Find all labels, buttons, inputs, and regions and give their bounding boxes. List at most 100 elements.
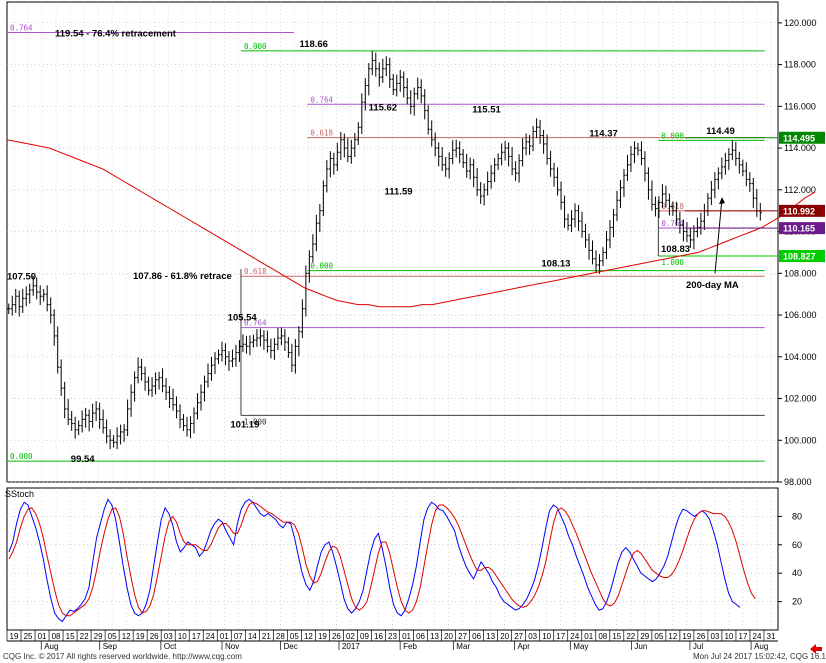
price-tag-label: 110.992 [783,206,815,216]
day-tick-label: 13 [430,632,439,641]
price-tick-label: 108.000 [784,268,817,278]
price-label: 115.62 [369,102,398,113]
month-label: Apr [517,642,530,651]
day-tick-label: 17 [192,632,201,641]
day-tick-label: 29 [94,632,103,641]
month-label: Aug [754,642,768,651]
footer-copyright: CQG Inc. © 2017 All rights reserved worl… [3,652,242,661]
time-axis: 19 25 01 08 15 22 29 05 12 19 26 03 10 17 24 01 07 14 21 28… [6,630,778,651]
day-tick-label: 26 [332,632,341,641]
stoch-tick-label: 60 [792,540,802,550]
day-tick-label: 15 [612,632,621,641]
day-tick-label: 06 [416,632,425,641]
fib-ratio-label: 0.000 [10,452,33,461]
day-tick-label: 31 [767,632,776,641]
stoch-tick-label: 80 [792,511,802,521]
price-tick-label: 104.000 [784,352,817,362]
chart-annotation: 119.54 - 76.4% retracement [55,28,177,39]
day-tick-label: 08 [598,632,607,641]
day-tick-label: 19 [682,632,691,641]
price-tick-label: 112.000 [784,185,816,195]
price-tag-box [779,250,825,263]
price-tick-label: 118.000 [784,60,816,70]
price-tick-label: 116.000 [784,101,816,111]
month-label: Mar [456,642,470,651]
day-tick-label: 22 [80,632,89,641]
price-tag-box [779,131,825,144]
stoch-tick-label: 20 [792,597,802,607]
price-tick-label: 114.000 [784,143,816,153]
price-label: 99.54 [71,454,95,465]
month-label: Dec [283,642,297,651]
stochastic-panel: 80 60 40 20 [6,487,802,631]
price-label: 107.50 [7,272,36,283]
day-tick-label: 20 [500,632,509,641]
day-tick-label: 19 [318,632,327,641]
price-tag-label: 110.165 [783,224,815,234]
day-tick-label: 08 [52,632,61,641]
month-label: Feb [403,642,417,651]
day-tick-label: 27 [514,632,523,641]
day-tick-label: 23 [388,632,397,641]
fib-ratio-label: 0.764 [244,319,267,328]
day-tick-label: 07 [234,632,243,641]
day-tick-label: 24 [570,632,579,641]
price-tick-label: 98.000 [784,477,812,487]
day-tick-label: 13 [486,632,495,641]
day-tick-label: 19 [136,632,145,641]
day-tick-label: 17 [556,632,565,641]
month-label: Aug [44,642,58,651]
day-tick-label: 22 [626,632,635,641]
price-panel: 120.000118.000116.000114.000112.000110.0… [6,1,825,487]
left-arrow-icon[interactable] [810,644,822,654]
month-label: May [573,642,588,651]
price-label: 101.19 [230,419,259,430]
month-label: Jun [634,642,647,651]
day-tick-label: 24 [753,632,762,641]
day-tick-label: 02 [346,632,355,641]
fib-ratio-label: 1.000 [244,417,267,426]
price-tag-label: 108.827 [783,252,816,262]
price-label: 114.37 [589,128,618,139]
chart-annotation: 200-day MA [686,280,739,291]
day-tick-label: 24 [206,632,215,641]
price-tag-box [779,222,825,235]
fib-ratio-label: 0.764 [310,95,333,104]
price-label: 114.49 [706,126,735,137]
price-label: 108.13 [541,259,570,270]
day-tick-label: 01 [38,632,47,641]
stoch-label: SStoch [5,489,34,499]
month-label: Jul [693,642,703,651]
price-tag-label: 114.495 [783,133,815,143]
month-label: 2017 [342,642,360,651]
fib-ratio-label: 0.618 [310,129,333,138]
day-tick-label: 16 [374,632,383,641]
day-tick-label: 05 [290,632,299,641]
price-label: 118.66 [299,39,328,50]
day-tick-label: 05 [654,632,663,641]
day-tick-label: 29 [640,632,649,641]
day-tick-label: 15 [66,632,75,641]
stoch-tick-label: 40 [792,568,802,578]
day-tick-label: 01 [402,632,411,641]
price-tag-box [779,204,825,217]
day-tick-label: 09 [360,632,369,641]
month-label: Nov [225,642,239,651]
day-tick-label: 27 [458,632,467,641]
day-tick-label: 20 [444,632,453,641]
price-label: 108.83 [661,244,690,255]
price-label: 111.59 [385,186,413,197]
fib-ratio-label: 0.764 [10,23,33,32]
day-tick-label: 26 [696,632,705,641]
day-tick-label: 12 [122,632,131,641]
price-tick-label: 102.000 [784,394,817,404]
day-tick-label: 03 [710,632,719,641]
stoch-d-line [8,501,756,617]
day-tick-label: 28 [276,632,285,641]
price-tick-label: 106.000 [784,310,817,320]
day-tick-label: 21 [262,632,271,641]
month-label: Oct [164,642,177,651]
month-label: Sep [103,642,118,651]
fib-ratio-label: 1.000 [661,258,684,267]
